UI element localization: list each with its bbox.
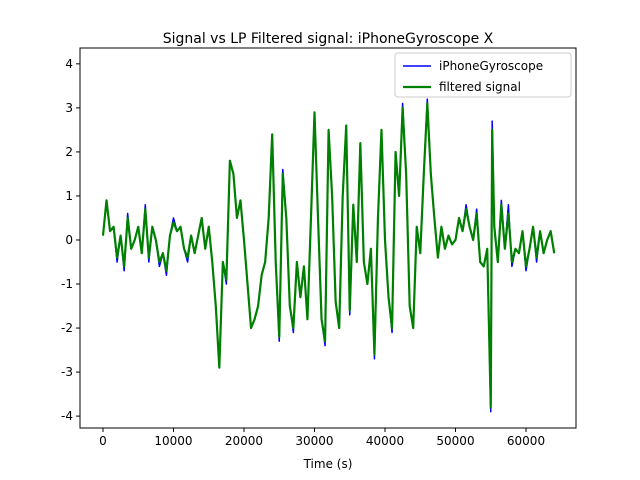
y-tick-label: 3 <box>65 101 73 115</box>
legend-label: iPhoneGyroscope <box>439 59 543 73</box>
chart-title: Signal vs LP Filtered signal: iPhoneGyro… <box>163 31 494 47</box>
plot-frame <box>79 47 577 429</box>
y-tick-label: -3 <box>61 365 73 379</box>
y-tick-label: -1 <box>61 277 73 291</box>
x-tick-label: 50000 <box>436 434 474 448</box>
x-tick-label: 0 <box>99 434 107 448</box>
y-tick-label: 0 <box>65 233 73 247</box>
x-tick-label: 10000 <box>154 434 192 448</box>
y-tick-label: 2 <box>65 145 73 159</box>
y-tick-label: 1 <box>65 189 73 203</box>
y-tick-label: 4 <box>65 57 73 71</box>
y-tick-label: -2 <box>61 321 73 335</box>
legend-box <box>394 52 572 98</box>
x-tick-label: 40000 <box>366 434 404 448</box>
x-tick-label: 60000 <box>507 434 545 448</box>
x-tick-label: 30000 <box>295 434 333 448</box>
legend-label: filtered signal <box>439 80 521 94</box>
x-tick-label: 20000 <box>225 434 263 448</box>
x-axis-label: Time (s) <box>303 457 353 471</box>
series-line <box>101 102 556 409</box>
y-tick-label: -4 <box>61 409 73 423</box>
